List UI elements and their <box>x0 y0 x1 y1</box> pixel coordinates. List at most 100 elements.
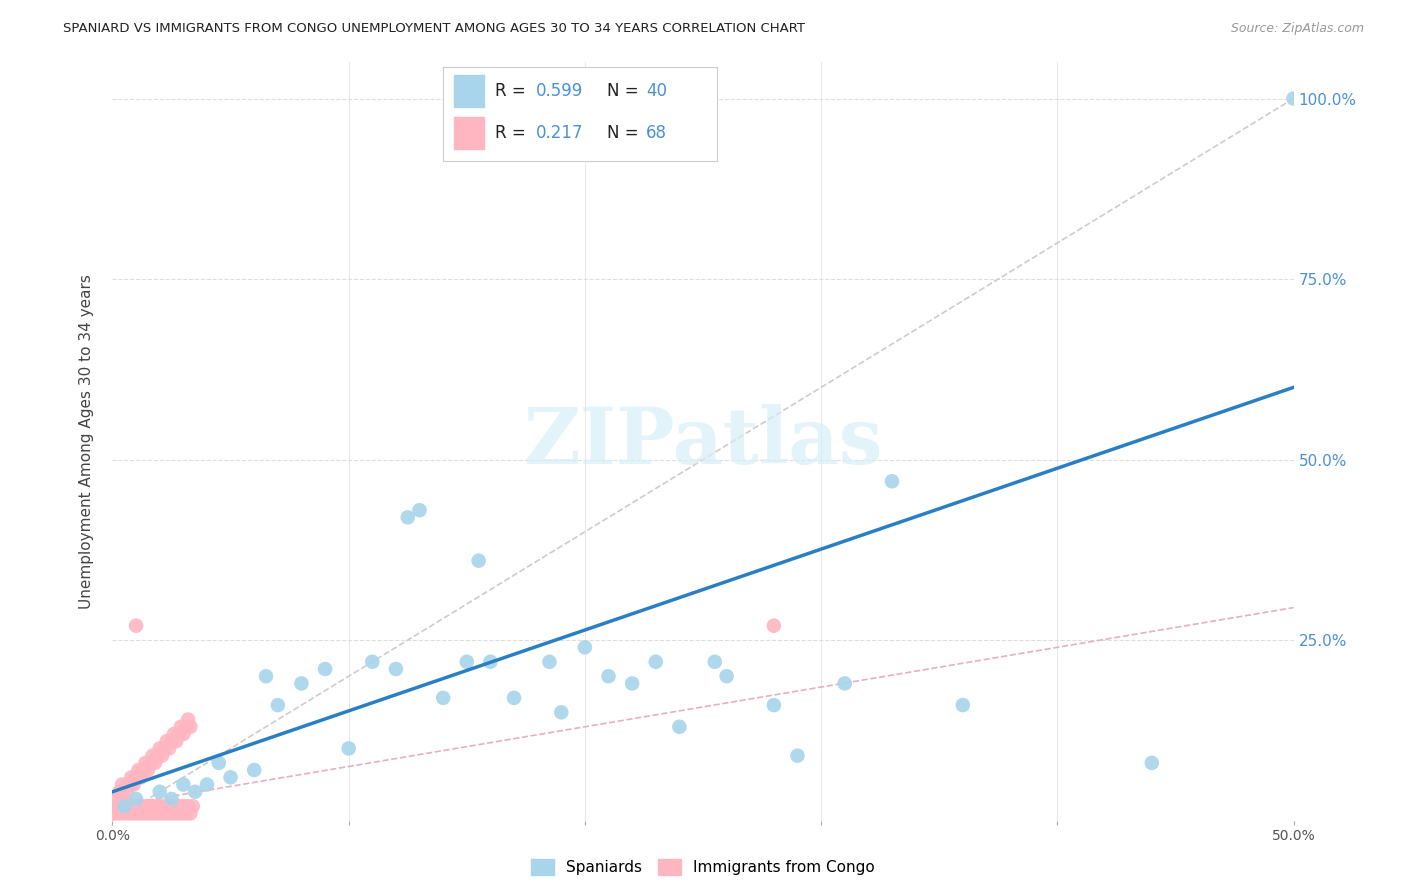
Point <box>125 770 148 784</box>
Point <box>149 799 172 814</box>
Point <box>143 756 166 770</box>
Point <box>135 799 157 814</box>
Point <box>456 655 478 669</box>
Text: R =: R = <box>495 82 531 100</box>
Text: N =: N = <box>607 124 644 143</box>
Point <box>163 799 186 814</box>
Point <box>432 690 454 705</box>
Point <box>314 662 336 676</box>
Point <box>118 806 141 821</box>
Point <box>467 554 489 568</box>
Point <box>644 655 666 669</box>
Point <box>1282 91 1305 105</box>
Point <box>142 806 165 821</box>
Point <box>290 676 312 690</box>
Point <box>122 806 145 821</box>
Y-axis label: Unemployment Among Ages 30 to 34 years: Unemployment Among Ages 30 to 34 years <box>79 274 94 609</box>
Point <box>143 799 166 814</box>
Point <box>104 806 127 821</box>
Point <box>146 748 169 763</box>
Legend: Spaniards, Immigrants from Congo: Spaniards, Immigrants from Congo <box>526 853 880 881</box>
Point <box>172 799 194 814</box>
Point <box>243 763 266 777</box>
Point <box>132 763 155 777</box>
Point <box>174 806 197 821</box>
Text: R =: R = <box>495 124 531 143</box>
Point <box>716 669 738 683</box>
Bar <box>454 75 484 107</box>
Point <box>952 698 974 712</box>
Point <box>125 799 148 814</box>
Point <box>115 785 138 799</box>
Point <box>174 720 197 734</box>
Point <box>337 741 360 756</box>
Point <box>396 510 419 524</box>
Point <box>149 785 172 799</box>
Text: 0.599: 0.599 <box>536 82 583 100</box>
Point <box>132 806 155 821</box>
Point <box>574 640 596 655</box>
Point <box>120 770 142 784</box>
Point <box>167 727 190 741</box>
Point <box>165 806 187 821</box>
Point <box>111 778 134 792</box>
Point <box>184 785 207 799</box>
Point <box>135 756 157 770</box>
Point <box>115 799 138 814</box>
Point <box>122 778 145 792</box>
Point <box>127 763 149 777</box>
Point <box>503 690 526 705</box>
Text: 0.217: 0.217 <box>536 124 583 143</box>
Point <box>157 799 180 814</box>
Point <box>880 475 903 489</box>
Text: N =: N = <box>607 82 644 100</box>
Point <box>668 720 690 734</box>
Point <box>146 806 169 821</box>
Point <box>149 741 172 756</box>
Point <box>195 778 218 792</box>
Point <box>267 698 290 712</box>
Point <box>177 713 200 727</box>
Text: ZIPatlas: ZIPatlas <box>523 403 883 480</box>
Point <box>538 655 561 669</box>
Point <box>156 734 179 748</box>
Point <box>167 799 190 814</box>
Point <box>108 806 131 821</box>
Point <box>111 799 134 814</box>
Point <box>112 799 135 814</box>
Point <box>150 806 173 821</box>
Point <box>219 770 242 784</box>
Text: SPANIARD VS IMMIGRANTS FROM CONGO UNEMPLOYMENT AMONG AGES 30 TO 34 YEARS CORRELA: SPANIARD VS IMMIGRANTS FROM CONGO UNEMPL… <box>63 22 806 36</box>
Point <box>163 727 186 741</box>
Point <box>108 785 131 799</box>
Point <box>129 799 152 814</box>
Point <box>139 799 162 814</box>
Point <box>136 806 159 821</box>
Point <box>139 756 162 770</box>
Point <box>118 778 141 792</box>
Point <box>703 655 725 669</box>
Point <box>125 618 148 632</box>
Point <box>165 734 187 748</box>
Point <box>156 806 179 821</box>
Text: 68: 68 <box>645 124 666 143</box>
Point <box>179 720 201 734</box>
Point <box>105 799 128 814</box>
Text: Source: ZipAtlas.com: Source: ZipAtlas.com <box>1230 22 1364 36</box>
Point <box>181 799 204 814</box>
Point <box>157 741 180 756</box>
Bar <box>454 118 484 149</box>
Point <box>112 792 135 806</box>
Point <box>550 706 572 720</box>
Point <box>136 763 159 777</box>
Point <box>127 806 149 821</box>
Point <box>150 748 173 763</box>
Point <box>172 778 194 792</box>
Text: 40: 40 <box>645 82 666 100</box>
Point <box>479 655 502 669</box>
Point <box>160 806 183 821</box>
Point <box>762 698 785 712</box>
Point <box>160 734 183 748</box>
Point <box>1140 756 1163 770</box>
Point <box>170 720 193 734</box>
